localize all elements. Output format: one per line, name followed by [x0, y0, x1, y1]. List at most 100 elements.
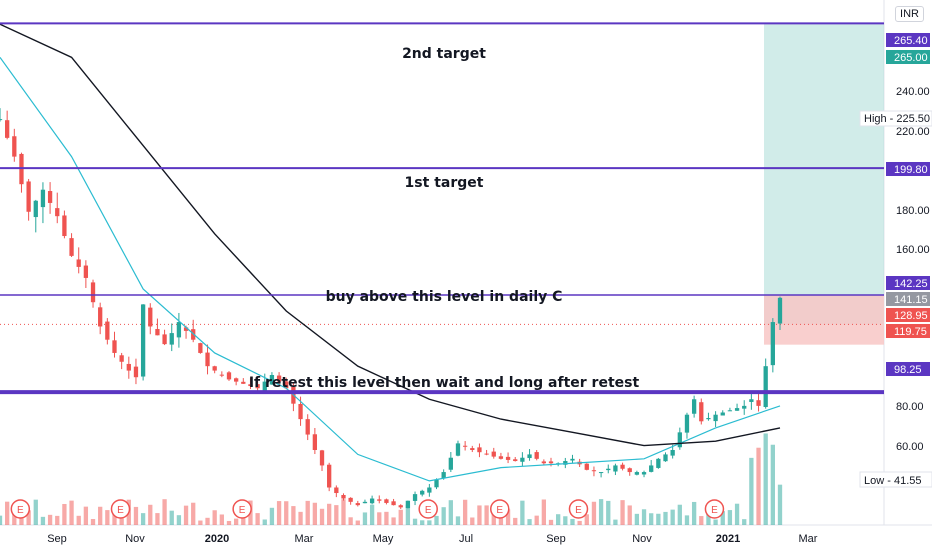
volume-bar [262, 519, 267, 525]
volume-bar [734, 503, 740, 525]
volume-bar [541, 499, 546, 525]
y-tick-label: 180.00 [896, 205, 930, 217]
earnings-marker[interactable]: E [232, 499, 252, 519]
earnings-marker[interactable]: E [418, 499, 438, 519]
volume-bar [47, 514, 53, 525]
earnings-marker-circle [568, 499, 589, 519]
candle-body [584, 463, 589, 470]
volume-bar [470, 517, 475, 525]
volume-bar [713, 519, 718, 525]
tag-high-box [859, 110, 932, 127]
candle-body [327, 464, 332, 488]
volume-bar [649, 513, 654, 525]
volume-bar [434, 515, 439, 525]
x-tick-label: Mar [295, 533, 314, 545]
x-tick-label: Mar [799, 533, 818, 545]
currency-button[interactable]: INR [895, 6, 924, 22]
x-tick-label: Jul [459, 533, 473, 545]
slow-moving-average [0, 23, 781, 447]
candle-body [276, 375, 282, 382]
y-tick-label: 160.00 [896, 244, 930, 256]
candle-body [649, 465, 654, 472]
tag-high-text: High - 225.50 [864, 113, 930, 125]
candle-body [226, 372, 232, 380]
candle-body [777, 297, 783, 324]
volume-bar [327, 503, 332, 525]
volume-bar [548, 519, 554, 525]
candle-body [720, 412, 725, 416]
volume-bar [33, 499, 38, 525]
tag-141-15-box [886, 292, 930, 306]
earnings-marker[interactable]: E [568, 499, 589, 519]
volume-bar [191, 502, 196, 525]
x-tick-label: 2020 [205, 533, 229, 545]
volume-bar [83, 506, 89, 525]
candle-body [369, 498, 375, 504]
volume-bar [670, 509, 675, 525]
volume-bar [577, 520, 582, 525]
volume-bar [584, 514, 589, 525]
candle-body [427, 487, 432, 493]
volume-bar [591, 501, 597, 525]
candle-body [606, 468, 611, 471]
volume-bar [369, 504, 375, 525]
earnings-marker[interactable]: E [10, 499, 31, 519]
earnings-marker-label: E [17, 505, 24, 516]
earnings-marker[interactable]: E [490, 499, 510, 519]
candle-body [248, 384, 253, 387]
volume-bar [255, 513, 260, 525]
x-axis-ticks: Sep Nov 2020 Mar May Jul Sep Nov 2021 Ma… [47, 533, 818, 545]
tag-low-text: Low - 41.55 [864, 475, 921, 487]
candle-body [355, 503, 360, 506]
volume-bar [720, 511, 725, 525]
volume-bar [5, 501, 10, 525]
annotation-1st-target[interactable]: 1st target [405, 175, 484, 191]
tag-high: High - 225.50 [859, 110, 932, 127]
volume-bar [355, 520, 360, 525]
candle-body [76, 259, 81, 267]
volume-bar [0, 515, 3, 525]
candle-body [763, 366, 768, 408]
candle-body [563, 461, 568, 465]
volume-bar [520, 500, 525, 525]
annotation-buy-level[interactable]: buy above this level in daily C [326, 289, 563, 305]
candle-body [448, 457, 453, 470]
tag-128-95: 128.95 [886, 308, 930, 322]
volume-bar [105, 510, 110, 525]
volume-bar [312, 502, 318, 525]
tag-265-00-box [886, 50, 930, 64]
candle-body [176, 322, 182, 338]
candle-body [470, 448, 475, 450]
volume-bar [756, 447, 761, 525]
candle-body [699, 402, 704, 422]
tag-low-box [859, 471, 932, 488]
candle-body [670, 450, 675, 456]
earnings-marker[interactable]: E [110, 499, 131, 519]
earnings-marker-circle [704, 499, 725, 519]
tag-119-75-box [886, 324, 930, 338]
candle-body [298, 403, 303, 420]
x-tick-label: Sep [546, 533, 566, 545]
volume-bar [441, 507, 446, 525]
volume-bar [742, 519, 747, 525]
annotation-2nd-target[interactable]: 2nd target [402, 46, 486, 62]
annotation-retest[interactable]: If retest this level then wait and long … [249, 375, 640, 391]
earnings-marker[interactable]: E [704, 499, 725, 519]
candle-body [391, 501, 396, 506]
candle-body [384, 499, 389, 503]
tag-265-40-text: 265.40 [894, 35, 928, 47]
candle-body [620, 464, 625, 469]
candle-body [656, 458, 661, 468]
volume-bar [98, 506, 103, 525]
tag-142-25-box [886, 276, 930, 290]
volume-bar [405, 504, 411, 525]
volume-bar [420, 520, 425, 525]
candle-body [69, 238, 74, 256]
candle-body [534, 452, 539, 459]
earnings-marker-circle [418, 499, 438, 519]
tag-141-15-text: 141.15 [894, 294, 928, 306]
candle-body [462, 445, 468, 447]
candle-body [334, 487, 339, 494]
